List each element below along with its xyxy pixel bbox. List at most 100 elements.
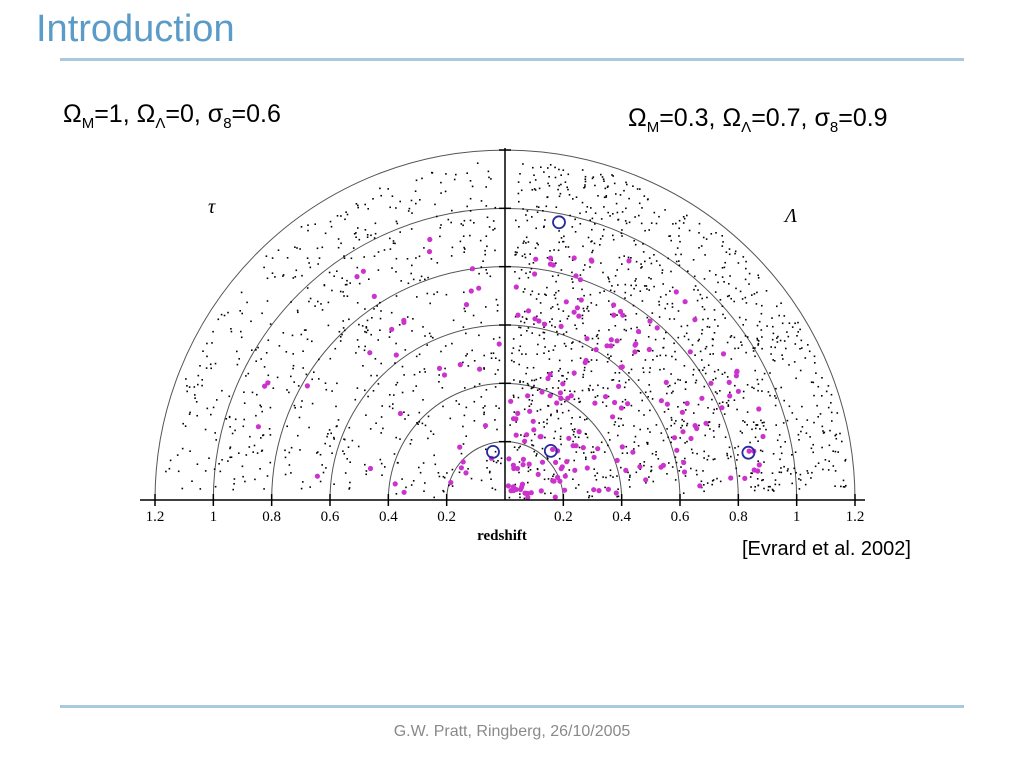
halo-point (794, 451, 797, 453)
halo-point (324, 382, 327, 384)
halo-point (522, 163, 524, 165)
halo-point (629, 476, 631, 478)
halo-point (548, 350, 550, 352)
halo-point (749, 441, 751, 444)
halo-point (223, 314, 226, 317)
cluster-marker (531, 427, 537, 433)
halo-point (564, 181, 567, 183)
cluster-marker (553, 459, 559, 465)
halo-point (704, 347, 707, 350)
halo-point (663, 411, 666, 413)
cluster-marker (505, 483, 511, 489)
halo-point (306, 287, 309, 289)
halo-point (661, 269, 664, 271)
halo-point (486, 459, 488, 462)
cluster-marker (535, 471, 541, 477)
halo-point (644, 260, 646, 263)
halo-point (674, 479, 677, 481)
halo-point (523, 435, 526, 438)
halo-point (242, 425, 245, 428)
halo-point (419, 471, 422, 474)
halo-point (594, 212, 597, 214)
halo-point (721, 235, 723, 237)
halo-point (469, 210, 472, 212)
halo-point (553, 437, 555, 440)
halo-point (607, 444, 609, 447)
halo-point (365, 414, 367, 416)
cluster-marker (564, 459, 570, 465)
cluster-marker (576, 429, 582, 435)
halo-point (342, 450, 344, 452)
halo-point (551, 318, 553, 320)
halo-point (625, 181, 627, 184)
cluster-marker (610, 414, 616, 420)
halo-point (652, 480, 655, 483)
halo-point (373, 308, 375, 310)
halo-point (354, 398, 357, 401)
halo-point (719, 390, 721, 392)
halo-point (214, 432, 216, 434)
cluster-marker (619, 444, 625, 450)
halo-point (836, 412, 839, 414)
halo-point (840, 485, 842, 488)
halo-point (642, 367, 644, 369)
halo-point (225, 418, 228, 420)
halo-point (589, 219, 591, 221)
halo-point (214, 362, 217, 365)
halo-point (699, 293, 702, 296)
halo-point (531, 399, 533, 402)
halo-point (460, 223, 463, 225)
cluster-marker (558, 466, 564, 472)
halo-point (671, 306, 674, 308)
halo-point (322, 471, 325, 474)
tick-label: 0.2 (554, 509, 573, 525)
halo-point (535, 298, 538, 300)
halo-point (628, 221, 631, 224)
halo-point (623, 406, 626, 409)
halo-point (728, 253, 731, 256)
halo-point (700, 245, 703, 247)
halo-point (686, 214, 688, 217)
halo-point (593, 242, 596, 245)
halo-point (641, 399, 643, 402)
halo-point (565, 331, 568, 333)
halo-point (830, 411, 833, 414)
halo-point (650, 470, 652, 473)
halo-point (714, 319, 716, 321)
halo-point (500, 457, 503, 460)
cluster-marker (565, 395, 571, 401)
halo-point (724, 371, 726, 374)
halo-point (290, 472, 292, 474)
halo-point (335, 405, 337, 408)
halo-point (595, 335, 598, 338)
halo-point (430, 430, 432, 433)
halo-point (636, 326, 638, 329)
halo-point (379, 317, 382, 320)
halo-point (624, 381, 627, 384)
halo-point (757, 342, 760, 345)
halo-point (285, 351, 288, 353)
halo-point (679, 437, 681, 439)
halo-point (533, 174, 535, 176)
halo-point (573, 459, 575, 462)
halo-point (605, 196, 607, 198)
halo-point (433, 293, 435, 296)
halo-point (828, 460, 830, 462)
halo-point (543, 478, 546, 481)
halo-point (355, 352, 357, 354)
cluster-marker (687, 349, 693, 355)
halo-point (742, 324, 744, 326)
halo-point (659, 296, 662, 298)
halo-point (521, 387, 524, 390)
halo-point (634, 243, 637, 246)
halo-point (586, 491, 589, 493)
halo-point (494, 488, 497, 491)
halo-point (415, 385, 417, 387)
halo-point (519, 326, 522, 329)
cluster-marker (510, 462, 516, 468)
halo-point (653, 285, 655, 288)
halo-point (282, 332, 285, 334)
halo-point (388, 405, 391, 408)
halo-point (772, 453, 775, 455)
halo-point (292, 364, 295, 367)
